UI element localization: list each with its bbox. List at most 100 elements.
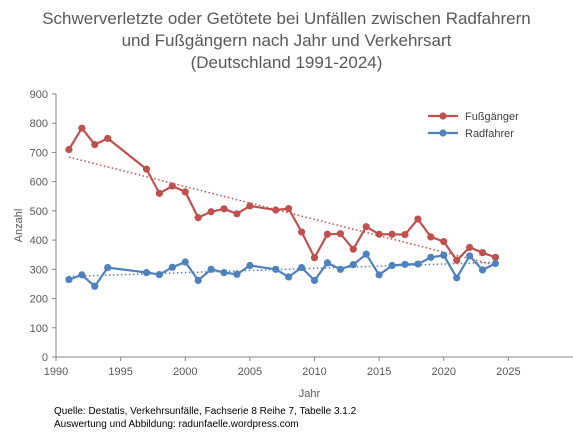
- y-tick-label: 500: [30, 206, 48, 218]
- data-point-fussgaenger: [401, 230, 409, 239]
- data-point-fussgaenger: [104, 134, 112, 143]
- legend-marker-radfahrer: [439, 129, 447, 137]
- footnote: Quelle: Destatis, Verkehrsunfälle, Fachs…: [54, 405, 356, 431]
- x-tick-label: 2000: [173, 366, 197, 378]
- data-point-radfahrer: [207, 265, 215, 273]
- data-point-radfahrer: [297, 263, 306, 272]
- chart-title-line-1: Schwerverletzte oder Getötete bei Unfäll…: [42, 9, 531, 28]
- data-point-fussgaenger: [220, 205, 228, 213]
- y-tick-label: 400: [30, 235, 48, 247]
- legend-marker-fussgaenger: [439, 112, 447, 120]
- data-point-fussgaenger: [91, 140, 99, 149]
- trendline-fussgaenger: [68, 156, 496, 266]
- y-tick-label: 800: [30, 118, 48, 130]
- data-point-radfahrer: [285, 273, 293, 281]
- data-point-fussgaenger: [375, 230, 383, 238]
- data-point-radfahrer: [388, 261, 396, 270]
- data-point-fussgaenger: [323, 230, 332, 238]
- y-tick-label: 700: [30, 147, 48, 159]
- data-point-fussgaenger: [491, 253, 500, 261]
- data-point-fussgaenger: [362, 223, 370, 231]
- data-point-radfahrer: [233, 270, 241, 278]
- data-point-radfahrer: [466, 252, 474, 260]
- footnote-credit: Auswertung und Abbildung: radunfaelle.wo…: [54, 419, 299, 430]
- chart-title-line-2: und Fußgängern nach Jahr und Verkehrsart: [121, 31, 452, 50]
- x-tick-label: 1990: [44, 366, 68, 378]
- trendlines: [68, 156, 496, 278]
- data-point-radfahrer: [478, 266, 487, 274]
- data-point-fussgaenger: [440, 237, 448, 246]
- data-point-fussgaenger: [310, 254, 319, 262]
- x-tick-label: 1995: [108, 366, 132, 378]
- plot-axes: 0 100 200 300 400 500 600 700 800 900 1990 1995 2000…: [13, 89, 573, 400]
- data-point-radfahrer: [401, 260, 409, 268]
- data-point-radfahrer: [194, 276, 202, 285]
- data-point-radfahrer: [414, 260, 422, 268]
- data-point-radfahrer: [104, 263, 112, 272]
- data-point-fussgaenger: [427, 233, 435, 241]
- x-tick-label: 2005: [238, 366, 262, 378]
- data-point-radfahrer: [375, 271, 383, 279]
- data-point-radfahrer: [427, 253, 435, 261]
- data-point-fussgaenger: [414, 215, 422, 223]
- x-tick-label: 2020: [432, 366, 456, 378]
- data-point-fussgaenger: [453, 256, 461, 264]
- data-point-fussgaenger: [466, 243, 474, 252]
- legend: Fußgänger Radfahrer: [428, 111, 519, 140]
- data-point-radfahrer: [323, 259, 332, 267]
- data-point-radfahrer: [181, 258, 189, 266]
- x-tick-label: 2015: [367, 366, 391, 378]
- data-point-fussgaenger: [207, 208, 215, 216]
- y-tick-label: 600: [30, 177, 48, 189]
- data-point-radfahrer: [78, 271, 86, 279]
- x-axis-title: Jahr: [299, 388, 321, 400]
- chart-title: Schwerverletzte oder Getötete bei Unfäll…: [0, 8, 573, 74]
- data-point-radfahrer: [91, 282, 99, 290]
- data-point-fussgaenger: [142, 165, 151, 173]
- data-point-radfahrer: [65, 275, 73, 284]
- data-point-fussgaenger: [349, 245, 357, 253]
- y-tick-label: 100: [30, 323, 48, 335]
- data-point-fussgaenger: [168, 182, 176, 190]
- legend-label-radfahrer: Radfahrer: [465, 128, 514, 140]
- data-point-radfahrer: [440, 251, 448, 259]
- data-point-radfahrer: [310, 276, 319, 285]
- x-tick-label: 2025: [496, 366, 520, 378]
- y-tick-label: 200: [30, 294, 48, 306]
- data-point-radfahrer: [155, 270, 163, 279]
- trendline-radfahrer: [68, 261, 496, 278]
- series-layer: [65, 124, 500, 290]
- footnote-source: Quelle: Destatis, Verkehrsunfälle, Fachs…: [54, 406, 357, 417]
- chart-title-line-3: (Deutschland 1991-2024): [190, 53, 383, 72]
- data-point-fussgaenger: [233, 210, 241, 218]
- data-point-fussgaenger: [78, 124, 86, 132]
- data-point-radfahrer: [453, 274, 461, 282]
- y-tick-label: 900: [30, 89, 48, 101]
- y-tick-label: 300: [30, 264, 48, 276]
- data-point-fussgaenger: [336, 230, 344, 238]
- data-point-radfahrer: [246, 261, 254, 270]
- series-line-fussgaenger: [67, 127, 496, 262]
- data-point-radfahrer: [336, 265, 344, 273]
- data-point-radfahrer: [272, 265, 280, 273]
- data-point-fussgaenger: [181, 188, 189, 196]
- data-point-fussgaenger: [155, 189, 163, 197]
- data-point-fussgaenger: [478, 249, 487, 257]
- legend-label-fussgaenger: Fußgänger: [465, 111, 519, 123]
- data-point-fussgaenger: [272, 206, 280, 214]
- data-point-fussgaenger: [297, 228, 306, 236]
- data-point-fussgaenger: [65, 145, 73, 154]
- data-point-fussgaenger: [246, 202, 254, 210]
- data-point-radfahrer: [142, 268, 151, 277]
- y-axis-title: Anzahl: [13, 209, 25, 243]
- data-point-radfahrer: [349, 261, 357, 269]
- data-point-radfahrer: [168, 263, 176, 271]
- data-point-radfahrer: [362, 250, 370, 258]
- data-point-radfahrer: [220, 268, 228, 277]
- data-point-fussgaenger: [285, 204, 293, 213]
- data-point-fussgaenger: [388, 230, 396, 238]
- x-tick-label: 2010: [302, 366, 326, 378]
- data-point-radfahrer: [491, 259, 500, 268]
- y-tick-label: 0: [42, 352, 48, 364]
